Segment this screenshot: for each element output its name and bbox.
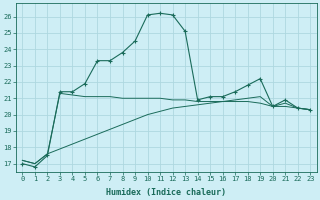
- X-axis label: Humidex (Indice chaleur): Humidex (Indice chaleur): [106, 188, 226, 197]
